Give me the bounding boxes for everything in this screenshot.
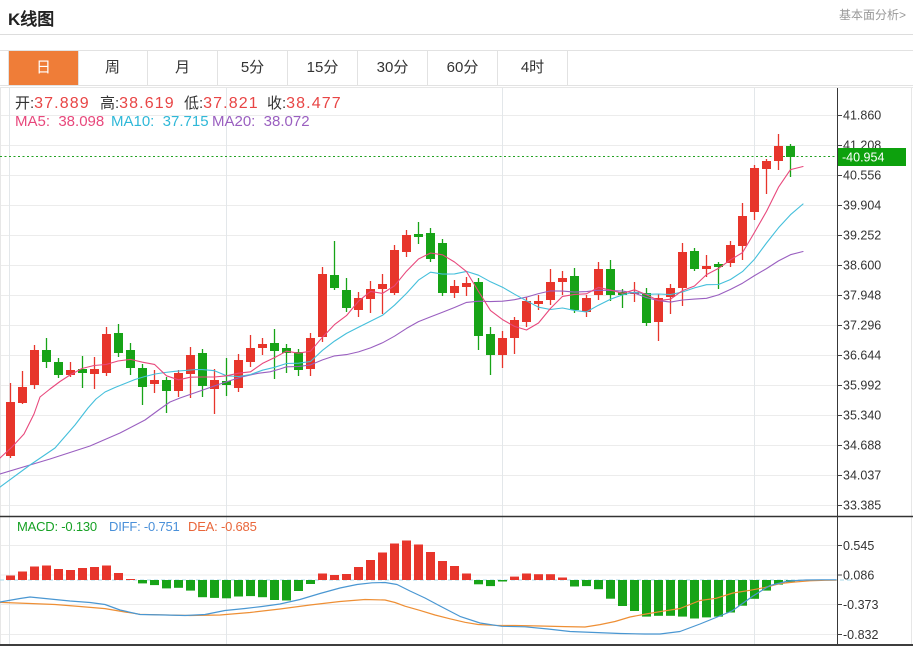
- svg-text:38.600: 38.600: [843, 259, 881, 273]
- svg-text:-40.954: -40.954: [842, 151, 884, 165]
- svg-text:34.037: 34.037: [843, 469, 881, 483]
- svg-text:39.904: 39.904: [843, 199, 881, 213]
- svg-text:-0.373: -0.373: [843, 598, 878, 612]
- svg-text:41.860: 41.860: [843, 109, 881, 123]
- svg-text:35.992: 35.992: [843, 379, 881, 393]
- svg-text:40.556: 40.556: [843, 169, 881, 183]
- svg-text:0.545: 0.545: [843, 539, 874, 553]
- svg-text:37.948: 37.948: [843, 289, 881, 303]
- svg-text:34.688: 34.688: [843, 439, 881, 453]
- svg-text:33.385: 33.385: [843, 499, 881, 513]
- svg-text:36.644: 36.644: [843, 349, 881, 363]
- svg-text:39.252: 39.252: [843, 229, 881, 243]
- svg-text:-0.832: -0.832: [843, 628, 878, 642]
- svg-text:35.340: 35.340: [843, 409, 881, 423]
- svg-text:37.296: 37.296: [843, 319, 881, 333]
- svg-text:0.086: 0.086: [843, 569, 874, 583]
